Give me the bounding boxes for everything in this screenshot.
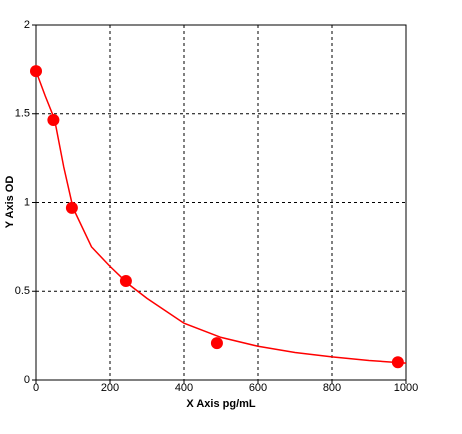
x-axis-label: X Axis pg/mL: [186, 398, 256, 410]
y-tick-label: 0.5: [15, 285, 30, 297]
y-tick-label: 2: [24, 19, 30, 31]
data-point: [65, 201, 78, 214]
data-point: [119, 274, 132, 287]
x-tick-label: 800: [323, 382, 341, 394]
data-point: [210, 337, 223, 350]
x-tick-label: 0: [33, 382, 39, 394]
data-point: [30, 65, 42, 78]
y-axis-label: Y Axis OD: [4, 176, 16, 229]
y-tick-label: 1.5: [15, 108, 30, 120]
x-tick-label: 1000: [394, 382, 418, 394]
x-tick-label: 400: [175, 382, 193, 394]
data-point: [47, 113, 60, 126]
x-tick-label: 600: [249, 382, 267, 394]
fit-curve: [35, 70, 407, 364]
plot-frame: [35, 24, 407, 381]
y-tick-label: 1: [24, 196, 30, 208]
y-tick-label: 0: [24, 374, 30, 386]
x-tick-label: 200: [101, 382, 119, 394]
data-point: [391, 356, 404, 369]
